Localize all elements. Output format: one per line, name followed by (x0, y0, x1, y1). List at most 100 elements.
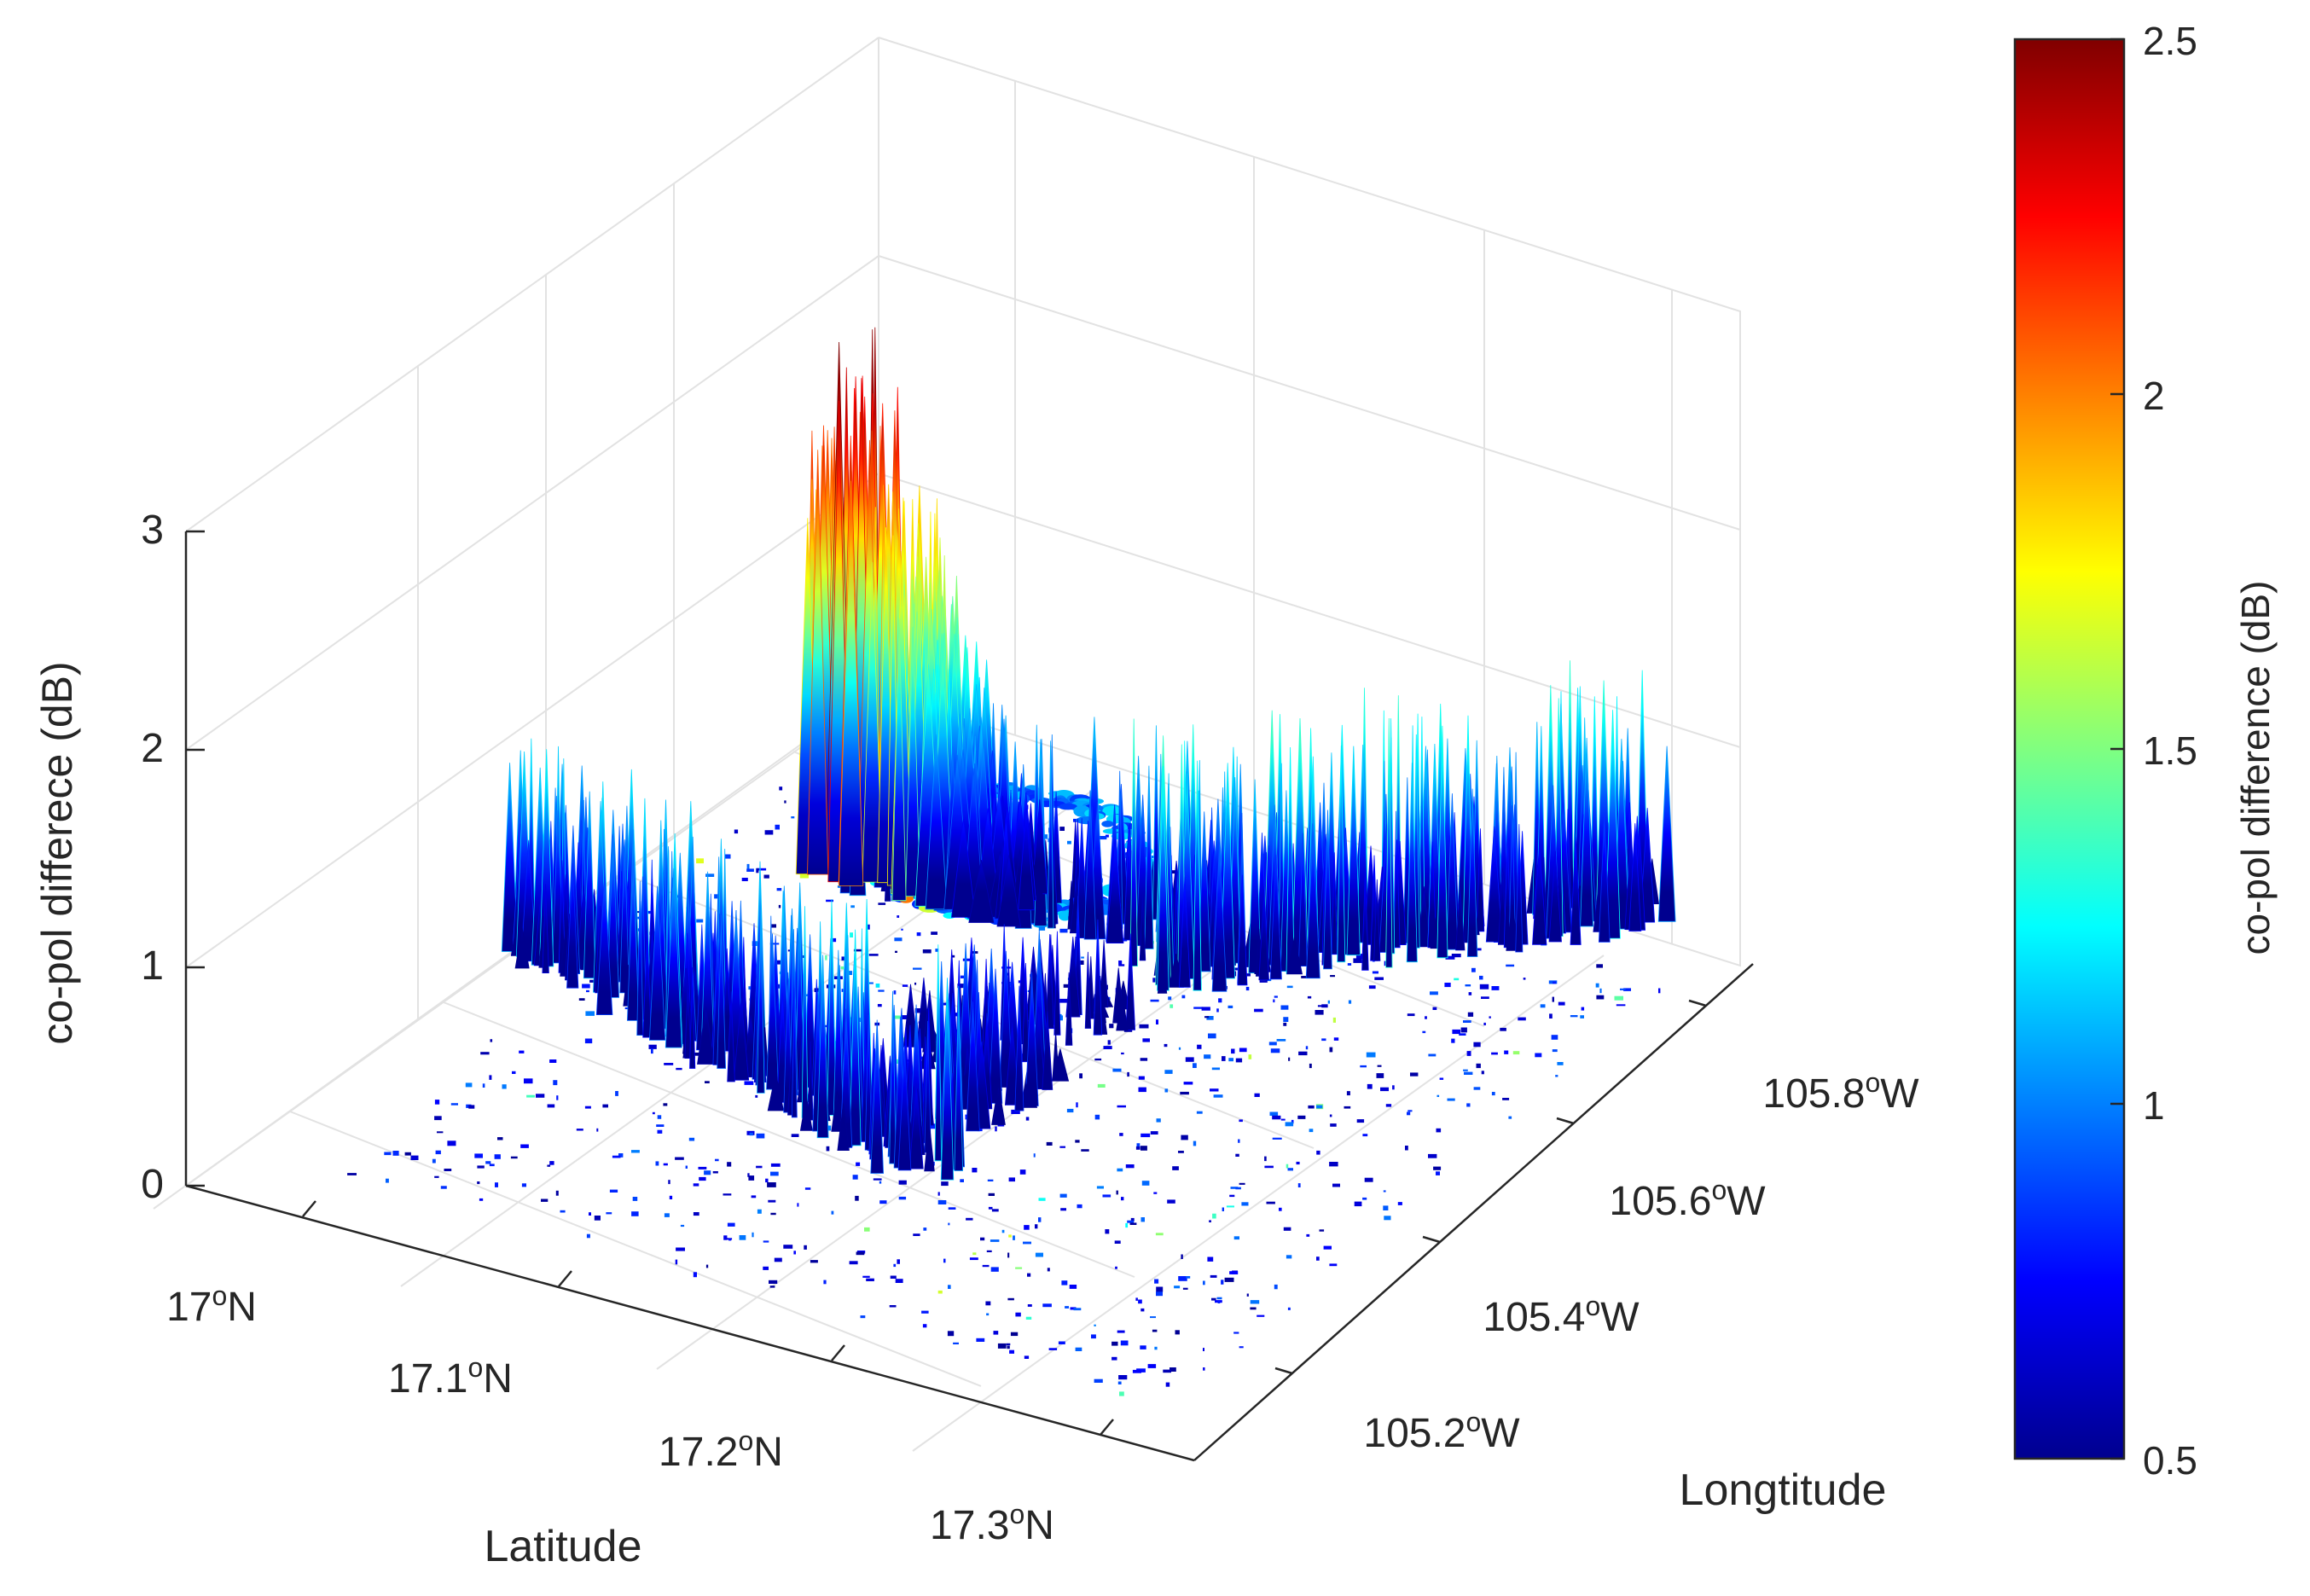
surface-speck (1259, 980, 1268, 983)
surface-speck (878, 902, 886, 905)
surface-speck (747, 1173, 750, 1177)
surface-speck (480, 1052, 490, 1055)
surface-speck (1464, 1071, 1473, 1075)
surface-speck (757, 1209, 762, 1214)
surface-speck (1233, 1332, 1239, 1334)
surface-speck (675, 1157, 684, 1160)
surface-speck (728, 1238, 732, 1241)
surface-speck (652, 1111, 655, 1115)
surface-speck (1035, 1252, 1043, 1257)
surface-spike (1548, 850, 1562, 943)
surface-speck (1451, 1038, 1455, 1043)
surface-speck (814, 988, 821, 992)
surface-speck (1077, 1204, 1082, 1209)
surface-speck (1330, 975, 1335, 978)
surface-speck (1306, 1233, 1310, 1237)
surface-speck (804, 994, 809, 996)
surface-speck (1392, 1085, 1395, 1090)
surface-speck (586, 990, 589, 993)
surface-speck (676, 1067, 682, 1071)
surface-spike (1485, 826, 1503, 943)
surface-spike (1116, 993, 1129, 1031)
surface-spike (954, 985, 964, 1171)
surface-speck (1319, 1229, 1325, 1232)
surface-speck (1518, 1017, 1526, 1021)
latitude-tick-label: 17oN (166, 1280, 257, 1330)
surface-speck (1355, 954, 1364, 960)
surface-speck (434, 1116, 442, 1121)
surface-speck (1297, 1183, 1301, 1187)
surface-speck (1301, 976, 1307, 978)
surface-spike (1211, 844, 1228, 992)
surface-spike (1515, 824, 1524, 953)
colorbar: 2.5 2 1.5 1 0.5 co-pol difference (dB) (2013, 19, 2278, 1483)
surface-spike (837, 1103, 850, 1151)
surface-speck (890, 1275, 897, 1279)
surface-speck (1042, 1303, 1052, 1308)
surface-speck (1286, 1164, 1289, 1169)
surface-speck (1117, 1330, 1125, 1333)
surface-speck (852, 1175, 858, 1180)
surface-speck (1153, 1192, 1158, 1194)
surface-speck (404, 1152, 411, 1156)
surface-speck (589, 1212, 591, 1216)
surface-speck (1364, 1177, 1373, 1182)
surface-speck (594, 1216, 601, 1221)
surface-spike (1466, 788, 1478, 957)
surface-speck (1257, 1315, 1265, 1317)
surface-speck (1094, 1378, 1103, 1383)
surface-speck (663, 1103, 668, 1106)
surface-speck (1059, 827, 1065, 831)
surface-speck (972, 1252, 977, 1256)
surface-speck (864, 1227, 870, 1232)
surface-spike (626, 865, 640, 1021)
surface-spike (862, 561, 883, 883)
surface-speck (1100, 836, 1107, 840)
latitude-axis-line (185, 1184, 1195, 1462)
surface-speck (1170, 1004, 1174, 1008)
surface-spike (807, 450, 829, 875)
surface-speck (1009, 1349, 1014, 1354)
surface-spike (1106, 839, 1124, 943)
surface-speck (1096, 1186, 1104, 1189)
colorbar-tick-label: 0.5 (2143, 1438, 2197, 1483)
surface-speck (727, 1222, 735, 1227)
latitude-axis-label: Latitude (484, 1522, 641, 1571)
surface-spike (1084, 951, 1092, 1029)
surface-speck (434, 1175, 439, 1178)
surface-spike (1385, 717, 1393, 968)
surface-speck (1212, 1213, 1216, 1219)
surface-speck (1235, 1058, 1243, 1063)
surface-speck (705, 1081, 710, 1083)
surface-speck (1163, 1369, 1171, 1373)
surface-speck (797, 1203, 799, 1207)
surface-speck (1549, 1013, 1553, 1019)
surface-spike (897, 1046, 912, 1171)
surface-speck (1239, 1048, 1247, 1053)
surface-speck (1206, 1016, 1214, 1020)
surface-speck (972, 1168, 978, 1173)
surface-speck (1024, 1225, 1030, 1230)
surface-speck (685, 1165, 688, 1169)
surface-speck (953, 1342, 959, 1344)
z-tick-label: 2 (141, 726, 164, 771)
surface-speck (1172, 1166, 1179, 1170)
surface-speck (1570, 1015, 1578, 1018)
surface-speck (1097, 1083, 1106, 1088)
surface-speck (1210, 1274, 1217, 1278)
surface-spike (1019, 1076, 1038, 1108)
surface-speck (1327, 1000, 1330, 1004)
surface-spike (607, 836, 620, 998)
surface-speck (663, 1163, 668, 1166)
surface-speck (1222, 1207, 1224, 1211)
surface-spike (1393, 839, 1401, 949)
surface-speck (578, 998, 585, 1001)
colorbar-tick-label: 1.5 (2143, 728, 2197, 773)
surface-speck (1025, 1316, 1032, 1320)
surface-speck (1332, 1017, 1336, 1023)
surface-speck (897, 1259, 900, 1264)
surface-spike (831, 1091, 844, 1132)
surface-speck (1483, 1022, 1486, 1025)
surface-speck (1333, 1037, 1339, 1041)
surface-speck (1183, 1082, 1193, 1085)
